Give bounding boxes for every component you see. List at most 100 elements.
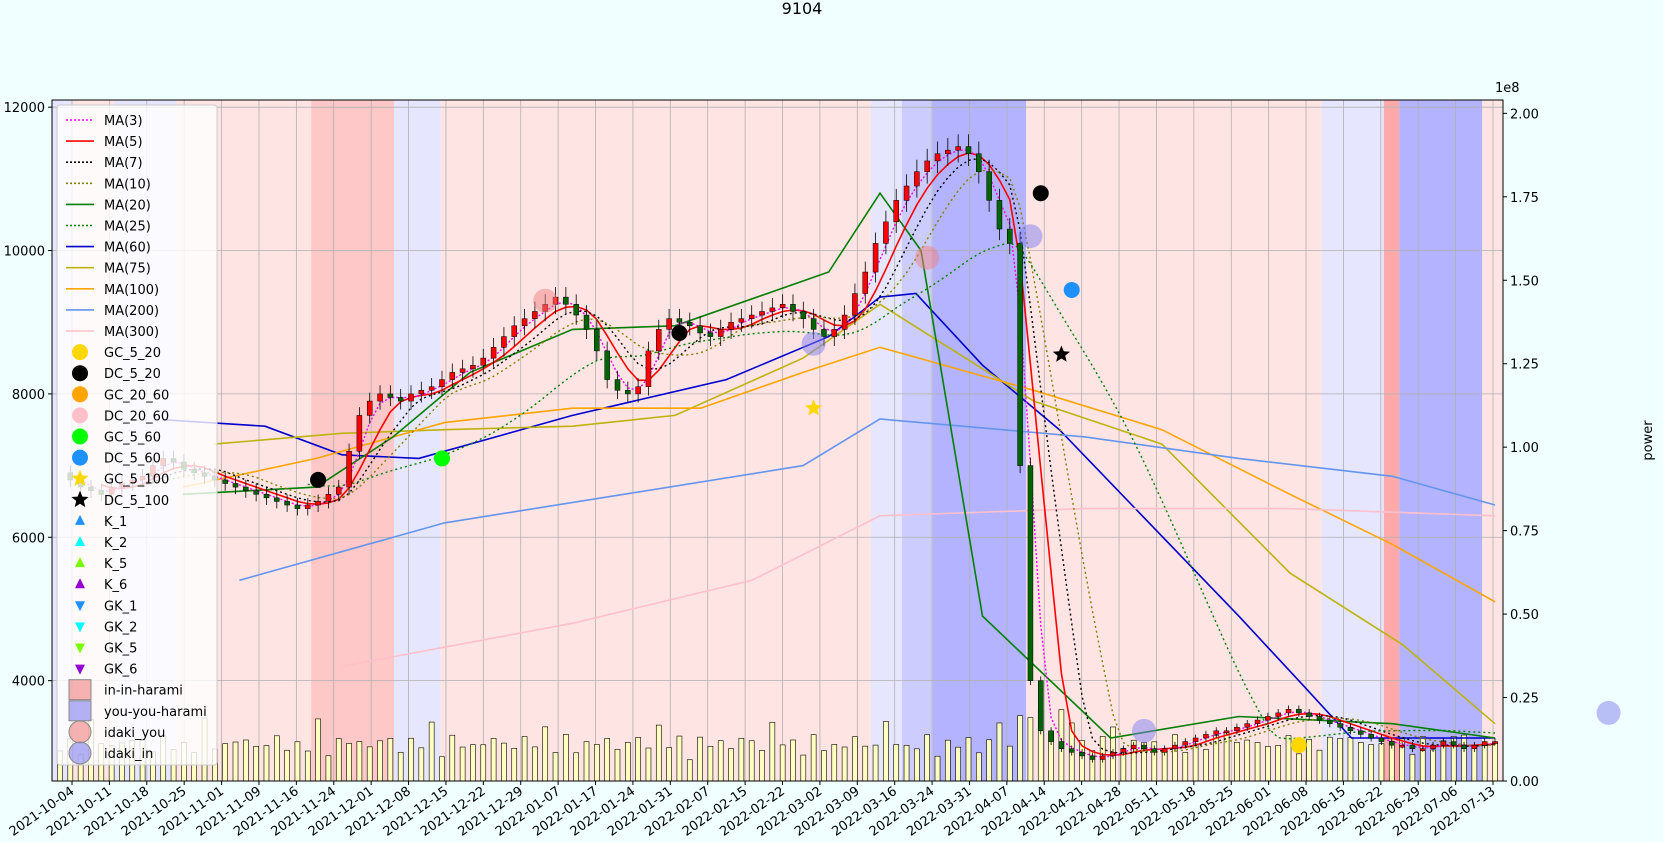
volume-bar [872, 744, 879, 782]
candle-body [1192, 737, 1199, 742]
candle-body [965, 146, 972, 155]
legend-swatch [75, 643, 85, 654]
candle-body [697, 325, 703, 334]
volume-bar [1172, 734, 1178, 782]
candle-body [1306, 712, 1312, 717]
candle-body [1027, 465, 1034, 681]
volume-bar [841, 746, 848, 782]
legend-label: MA(200) [104, 304, 159, 319]
candle-body [284, 501, 290, 506]
volume-bar [325, 755, 332, 782]
candle-body [1450, 741, 1457, 746]
candle-body [573, 304, 579, 316]
volume-bar [480, 744, 487, 782]
y-tick-label: 12000 [4, 101, 45, 116]
y2-axis-label: power [1641, 420, 1656, 461]
candle-body [1419, 748, 1426, 751]
candle-body [563, 296, 569, 305]
volume-bar [304, 750, 311, 782]
candle-body [1296, 709, 1302, 714]
y-tick-label: 6000 [12, 531, 45, 546]
signal-markers [310, 185, 1621, 754]
ma-line-ma7 [121, 157, 1496, 755]
volume-bar [366, 746, 373, 782]
candle-body [1182, 741, 1189, 746]
ma-line-ma100 [182, 346, 1496, 603]
volume-bar [1357, 742, 1364, 782]
candle-body [1151, 748, 1158, 753]
candle-body [872, 243, 879, 273]
legend-label: MA(7) [104, 156, 143, 171]
legend-swatch [72, 365, 88, 382]
volume-bar [1244, 739, 1251, 782]
candle-body [1378, 737, 1385, 742]
candle-body [1038, 680, 1044, 732]
candle-body [686, 321, 693, 327]
volume-bar [449, 734, 456, 782]
legend-label: GC_20_60 [104, 388, 169, 403]
volume-bar [470, 744, 476, 782]
candle-body [511, 325, 517, 337]
volume-bar [759, 750, 765, 782]
legend-label: MA(300) [104, 325, 159, 340]
candle-body [717, 329, 724, 337]
legend-label: MA(10) [104, 177, 151, 192]
candle-body [810, 318, 817, 330]
volume-bar [1368, 744, 1374, 782]
candle-body [315, 501, 321, 506]
volume-bar [903, 745, 910, 782]
y-tick-label: 8000 [12, 388, 45, 403]
candle-body [635, 386, 641, 395]
candle-body [728, 321, 734, 330]
candle-body [666, 318, 672, 330]
legend-swatch [75, 601, 85, 612]
volume-bar [728, 748, 734, 782]
legend-label: K_5 [104, 557, 127, 572]
band-9 [932, 100, 1027, 781]
volume-bar [955, 746, 961, 782]
idaki_in-marker [1018, 224, 1043, 249]
candle-body [1130, 744, 1137, 749]
legend-label: idaki_you [104, 726, 165, 741]
candle-body [645, 350, 652, 387]
volume-bar [273, 735, 280, 782]
legend-swatch [68, 700, 92, 722]
legend-swatch [72, 407, 88, 424]
legend-swatch [71, 490, 89, 508]
candle-body [356, 415, 363, 452]
plot-frame [51, 99, 1504, 782]
candle-body [294, 504, 301, 509]
candle-body [625, 390, 631, 395]
legend-label: K_2 [104, 536, 127, 551]
volume-bar [222, 743, 228, 782]
candle-body [1471, 744, 1478, 749]
candle-body [821, 329, 827, 337]
candle-body [1275, 712, 1281, 717]
y2-tick-label: 1.00 [1510, 441, 1539, 456]
volume-bar [862, 745, 869, 782]
volume-bar [810, 734, 817, 782]
candle-body [748, 314, 755, 319]
candle-body [1327, 719, 1333, 724]
volume-bar [335, 738, 342, 782]
candle-body [986, 171, 992, 201]
y2-tick-label: 0.00 [1510, 775, 1539, 790]
volume-bar [377, 740, 383, 782]
candle-body [1254, 719, 1261, 724]
candle-body [1244, 723, 1250, 728]
ma-line-ma200 [239, 418, 1496, 582]
volume-bar [501, 742, 507, 782]
volume-bar [976, 752, 982, 782]
candle-body [1481, 741, 1488, 746]
candle-body [1316, 716, 1323, 721]
candle-body [769, 307, 776, 312]
volume-bar [614, 749, 621, 782]
candle-body [501, 336, 507, 348]
candle-body [934, 153, 941, 162]
volume-bar [748, 740, 755, 782]
y2-tick-label: 1.50 [1510, 274, 1539, 289]
legend-swatch [75, 514, 85, 525]
legend-label: MA(75) [104, 262, 151, 277]
volume-bar [883, 721, 889, 782]
candlesticks [67, 134, 1498, 763]
